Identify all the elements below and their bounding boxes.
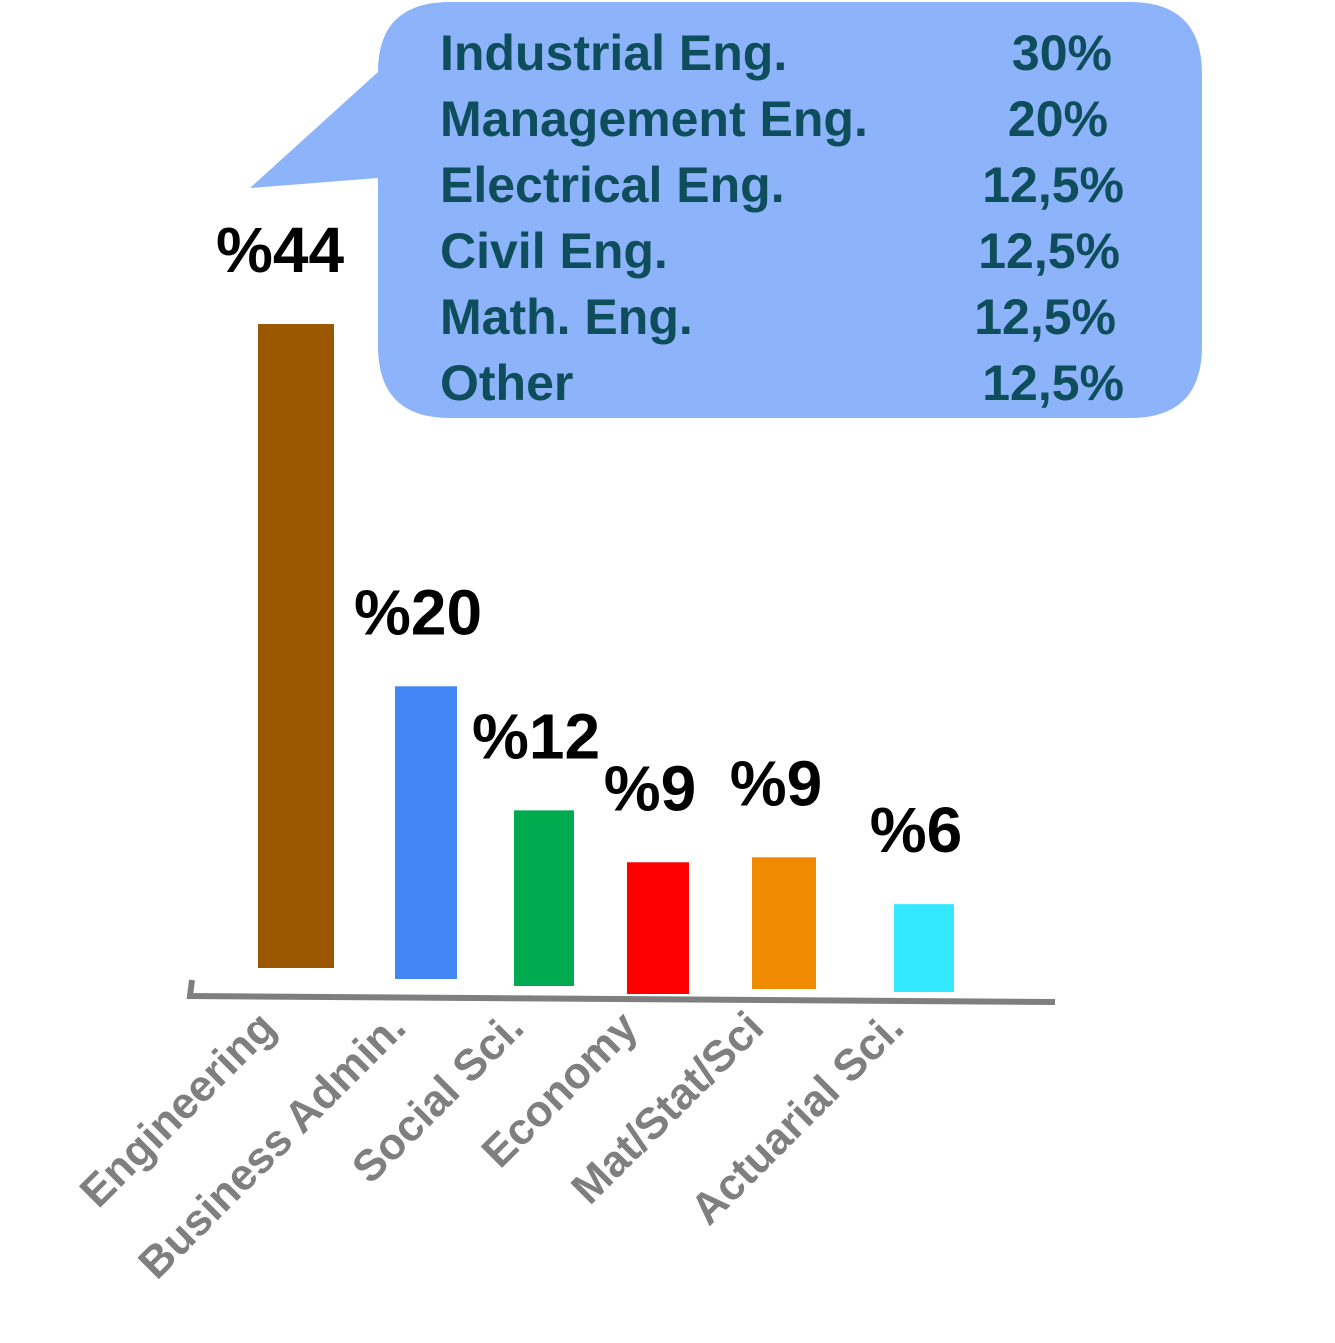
bar-4 [752,857,816,989]
callout-shape [250,2,1202,418]
callout-label-1: Management Eng. [440,91,868,147]
data-label-5: %6 [870,794,963,866]
x-axis-line [186,979,1056,1005]
bar-0 [258,324,334,968]
callout-bubble: Industrial Eng. 30% Management Eng. 20% Elec… [250,2,1202,418]
data-label-3: %9 [604,752,697,824]
callout-value-1: 20% [1008,91,1108,147]
callout-label-5: Other [440,355,573,411]
callout-value-3: 12,5% [978,223,1120,279]
callout-label-3: Civil Eng. [440,223,668,279]
data-labels-group: %44%20%12%9 %9%6 [216,214,962,866]
data-label-4: %9 [730,747,823,819]
bar-2 [514,810,574,986]
callout-label-2: Electrical Eng. [440,157,785,213]
data-label-0: %44 [216,214,345,286]
callout-value-5: 12,5% [982,355,1124,411]
bar-5 [894,904,954,992]
callout-label-0: Industrial Eng. [440,25,787,81]
bar-3 [627,862,689,994]
callout-value-4: 12,5% [974,289,1116,345]
bars-group [258,324,954,994]
data-label-1: %20 [354,576,482,648]
callout-value-0: 30% [1012,25,1112,81]
data-label-2: %12 [472,700,600,772]
callout-label-4: Math. Eng. [440,289,693,345]
callout-value-2: 12,5% [982,157,1124,213]
callout-rows: Industrial Eng. 30% Management Eng. 20% Elec… [440,25,1124,411]
bar-1 [395,686,457,979]
